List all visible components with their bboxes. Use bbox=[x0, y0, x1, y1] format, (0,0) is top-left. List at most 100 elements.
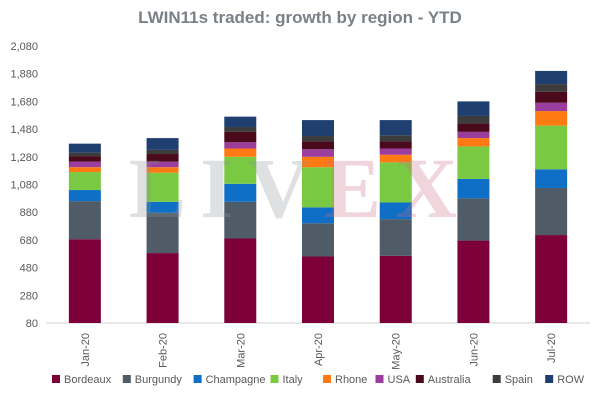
legend-swatch-italy bbox=[270, 375, 279, 383]
y-tick-label: 1,280 bbox=[10, 152, 38, 164]
bar-australia-jun-20 bbox=[457, 123, 490, 132]
bar-australia-mar-20 bbox=[224, 131, 257, 143]
bar-italy-may-20 bbox=[379, 162, 412, 203]
y-tick-label: 2,080 bbox=[10, 41, 38, 53]
bar-row-jan-20 bbox=[68, 143, 101, 153]
legend-swatch-spain bbox=[492, 375, 501, 383]
legend-swatch-row bbox=[545, 375, 554, 383]
y-tick-label: 880 bbox=[20, 207, 38, 219]
bar-australia-apr-20 bbox=[302, 141, 334, 150]
bar-burgundy-apr-20 bbox=[302, 223, 334, 257]
bars bbox=[68, 70, 568, 323]
bar-burgundy-jan-20 bbox=[68, 201, 101, 240]
legend-swatch-usa bbox=[375, 375, 384, 383]
bar-australia-may-20 bbox=[379, 141, 412, 149]
bar-row-may-20 bbox=[379, 120, 412, 136]
legend-label-australia: Australia bbox=[428, 374, 472, 386]
axes: 80 280 480 680 880 1,080 1,280 1,480 1,680 1,880 2… bbox=[10, 41, 590, 370]
bar-italy-apr-20 bbox=[302, 167, 334, 208]
bar-rhone-jan-20 bbox=[68, 167, 101, 173]
bar-row-jun-20 bbox=[457, 101, 490, 116]
legend-label-usa: USA bbox=[388, 374, 411, 386]
bar-usa-apr-20 bbox=[302, 149, 334, 157]
bar-bordeaux-jul-20 bbox=[535, 235, 568, 323]
bar-australia-jul-20 bbox=[535, 91, 568, 103]
bar-rhone-jul-20 bbox=[535, 111, 568, 126]
bar-rhone-apr-20 bbox=[302, 156, 334, 168]
bar-italy-jun-20 bbox=[457, 146, 490, 179]
bar-row-feb-20 bbox=[146, 138, 179, 150]
bar-bordeaux-may-20 bbox=[379, 255, 412, 323]
bar-burgundy-mar-20 bbox=[224, 201, 257, 239]
bar-bordeaux-apr-20 bbox=[302, 256, 334, 323]
bar-row-apr-20 bbox=[302, 120, 334, 137]
bar-champagne-may-20 bbox=[379, 202, 412, 220]
y-tick-label: 1,080 bbox=[10, 180, 38, 192]
bar-spain-may-20 bbox=[379, 135, 412, 142]
bar-usa-jan-20 bbox=[68, 161, 101, 168]
bar-usa-may-20 bbox=[379, 148, 412, 155]
bar-bordeaux-jun-20 bbox=[457, 240, 490, 323]
legend: Bordeaux Burgundy Champagne Italy Rhone USA Au… bbox=[52, 374, 585, 386]
y-tick-label: 680 bbox=[20, 235, 38, 247]
x-tick-label: Apr-20 bbox=[313, 333, 325, 366]
bar-usa-mar-20 bbox=[224, 142, 257, 149]
bar-rhone-mar-20 bbox=[224, 148, 257, 157]
bar-spain-jan-20 bbox=[68, 152, 101, 157]
legend-label-italy: Italy bbox=[283, 374, 304, 386]
bar-bordeaux-mar-20 bbox=[224, 238, 257, 323]
bar-usa-jun-20 bbox=[457, 131, 490, 139]
bar-spain-feb-20 bbox=[146, 149, 179, 155]
y-tick-label: 1,480 bbox=[10, 124, 38, 136]
bar-row-jul-20 bbox=[535, 70, 568, 85]
legend-label-champagne: Champagne bbox=[206, 374, 266, 386]
bar-champagne-feb-20 bbox=[146, 201, 179, 213]
legend-label-burgundy: Burgundy bbox=[135, 374, 183, 386]
bar-burgundy-jul-20 bbox=[535, 187, 568, 236]
bar-italy-jul-20 bbox=[535, 125, 568, 170]
x-tick-label: May-20 bbox=[391, 333, 403, 370]
bar-usa-jul-20 bbox=[535, 102, 568, 112]
bar-champagne-apr-20 bbox=[302, 207, 334, 224]
bar-champagne-jun-20 bbox=[457, 178, 490, 199]
x-tick-label: Feb-20 bbox=[158, 333, 170, 368]
bar-spain-jul-20 bbox=[535, 84, 568, 92]
bar-usa-feb-20 bbox=[146, 161, 179, 168]
x-tick-label: Jun-20 bbox=[468, 333, 480, 367]
bar-spain-apr-20 bbox=[302, 136, 334, 142]
legend-label-bordeaux: Bordeaux bbox=[64, 374, 112, 386]
bar-australia-feb-20 bbox=[146, 154, 179, 162]
bar-italy-feb-20 bbox=[146, 172, 179, 202]
legend-label-row: ROW bbox=[557, 374, 585, 386]
y-tick-label: 1,680 bbox=[10, 96, 38, 108]
chart-title: LWIN11s traded: growth by region - YTD bbox=[138, 8, 462, 27]
y-tick-label: 1,880 bbox=[10, 69, 38, 81]
bar-italy-mar-20 bbox=[224, 156, 257, 184]
bar-burgundy-may-20 bbox=[379, 219, 412, 256]
y-tick-label: 80 bbox=[26, 318, 38, 330]
bar-australia-jan-20 bbox=[68, 156, 101, 162]
bar-row-mar-20 bbox=[224, 116, 257, 128]
bar-italy-jan-20 bbox=[68, 172, 101, 191]
bar-spain-mar-20 bbox=[224, 127, 257, 132]
legend-swatch-rhone bbox=[323, 375, 331, 383]
y-tick-label: 280 bbox=[20, 290, 38, 302]
legend-label-rhone: Rhone bbox=[335, 374, 367, 386]
bar-champagne-jul-20 bbox=[535, 169, 568, 188]
legend-label-spain: Spain bbox=[505, 374, 533, 386]
bar-burgundy-feb-20 bbox=[146, 212, 179, 254]
bar-rhone-jun-20 bbox=[457, 138, 490, 147]
bar-burgundy-jun-20 bbox=[457, 198, 490, 241]
legend-swatch-burgundy bbox=[122, 375, 131, 383]
bar-rhone-feb-20 bbox=[146, 167, 179, 173]
bar-rhone-may-20 bbox=[379, 154, 412, 163]
legend-swatch-champagne bbox=[193, 375, 202, 383]
bar-bordeaux-feb-20 bbox=[146, 253, 179, 323]
y-tick-label: 480 bbox=[20, 263, 38, 275]
bar-champagne-jan-20 bbox=[68, 190, 101, 202]
x-tick-label: Mar-20 bbox=[235, 333, 247, 368]
bar-champagne-mar-20 bbox=[224, 183, 257, 202]
legend-swatch-australia bbox=[415, 375, 424, 383]
